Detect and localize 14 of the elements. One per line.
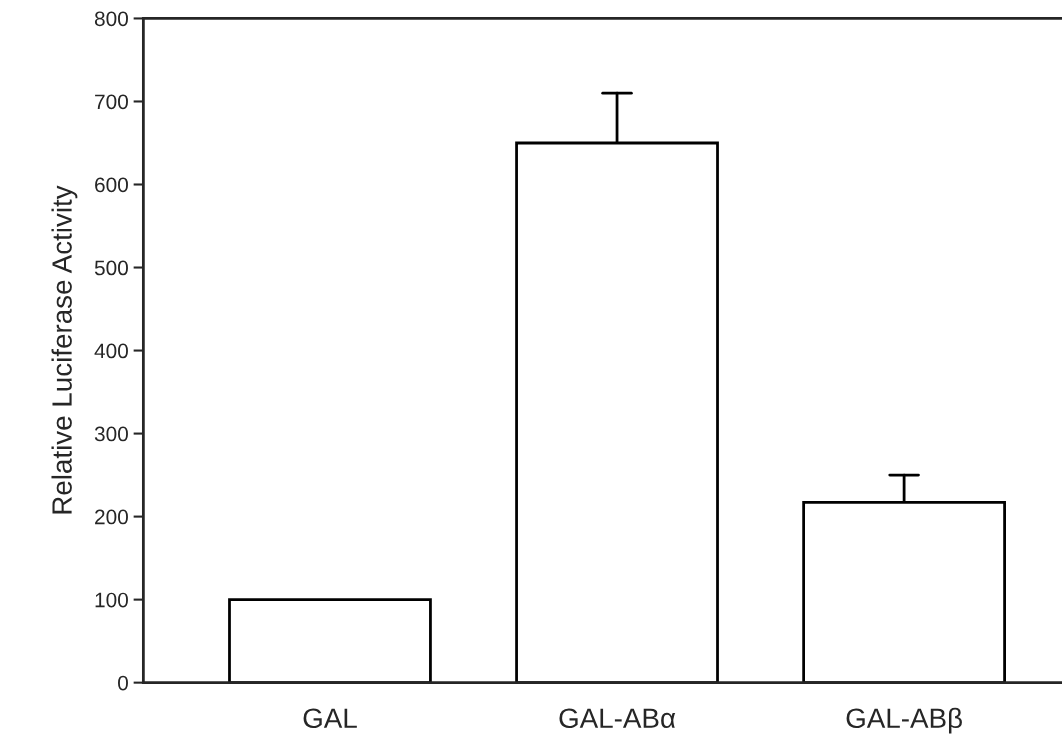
x-tick-label: GAL-ABβ bbox=[846, 707, 962, 734]
y-tick-label: 700 bbox=[95, 94, 128, 110]
y-axis-title: Relative Luciferase Activity bbox=[51, 185, 78, 514]
y-tick-label: 200 bbox=[95, 509, 128, 525]
bar bbox=[228, 598, 432, 683]
x-tick-label: GAL-ABα bbox=[559, 708, 676, 729]
y-tick-label: 0 bbox=[118, 675, 128, 691]
y-tick-label: 300 bbox=[94, 426, 128, 442]
y-tick-label: 500 bbox=[94, 260, 128, 276]
y-tick-label: 800 bbox=[94, 11, 128, 27]
x-tick-label: GAL bbox=[303, 708, 357, 729]
y-tick-label: 400 bbox=[94, 343, 128, 359]
y-tick-label: 100 bbox=[95, 592, 128, 608]
y-tick-label: 600 bbox=[95, 177, 128, 193]
